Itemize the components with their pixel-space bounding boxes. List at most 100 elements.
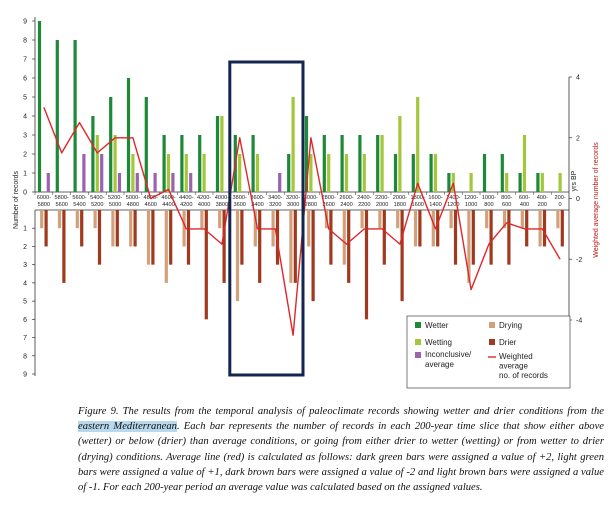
category-label-top: 5200-: [108, 195, 122, 201]
bar-wetting: [95, 135, 99, 192]
category-label-bottom: 5600: [55, 202, 67, 208]
category-label-top: 5800-: [55, 195, 69, 201]
bar-inconclusive-average: [46, 173, 50, 192]
bar-drier: [44, 210, 48, 247]
bar-drying: [182, 210, 186, 247]
legend-swatch: [489, 339, 495, 345]
left-tick-label-lower: 7: [23, 335, 27, 342]
bar-inconclusive-average: [82, 154, 86, 192]
bar-drying: [449, 210, 453, 229]
bar-drier: [418, 210, 422, 247]
bar-drying: [200, 210, 204, 229]
bar-wetting: [398, 116, 402, 192]
bar-drier: [133, 210, 137, 247]
bar-drier: [329, 210, 333, 265]
category-label-bottom: 1400: [429, 202, 441, 208]
category-label-top: 2800-: [322, 195, 336, 201]
category-label-bottom: 1800: [394, 202, 406, 208]
category-label-top: 1400-: [446, 195, 460, 201]
category-label-top: 3200-: [286, 195, 300, 201]
category-label-top: 200-: [554, 195, 565, 201]
legend-label: Wetting: [425, 338, 452, 347]
bar-wetter: [198, 135, 202, 192]
left-tick-label-upper: 2: [23, 152, 27, 159]
bar-wetting: [327, 154, 331, 192]
legend-label: Weighted: [499, 352, 533, 361]
left-tick-label-lower: 6: [23, 317, 27, 324]
bar-wetter: [411, 154, 415, 192]
left-tick-label-lower: 9: [23, 372, 27, 379]
legend-label: Inconclusive/: [425, 350, 472, 359]
bar-drier: [293, 210, 297, 283]
bar-drier: [97, 210, 102, 265]
bar-wetter: [37, 21, 42, 192]
category-label-top: 2000-: [393, 195, 407, 201]
bar-drying: [129, 210, 133, 247]
bar-wetting: [344, 154, 349, 192]
category-label-top: 4000-: [215, 195, 229, 201]
bar-drying: [307, 210, 311, 247]
bar-wetter: [55, 40, 59, 192]
left-tick-label-lower: 5: [23, 299, 27, 306]
category-label-top: 3800-: [233, 195, 247, 201]
bar-wetter: [304, 116, 309, 192]
category-label-bottom: 2200: [358, 202, 370, 208]
category-label-top: 1800-: [411, 195, 425, 201]
right-tick-label: 0: [576, 196, 580, 203]
category-label-top: 2600-: [339, 195, 353, 201]
bar-drier: [169, 210, 173, 265]
bar-wetter: [251, 135, 255, 192]
bar-inconclusive-average: [189, 173, 193, 192]
category-label-bottom: 4200: [180, 202, 192, 208]
legend-box: [406, 315, 571, 389]
bar-drying: [467, 210, 471, 283]
right-tick-label: 4: [576, 75, 580, 82]
bar-drier: [400, 210, 404, 302]
highlight-box: [228, 60, 305, 377]
category-label-top: 3600-: [250, 195, 264, 201]
bar-inconclusive-average: [135, 173, 139, 192]
paleoclimate-chart: 0 1 2 3 4 5 6 7 8 9 1 2 3 4 5 6 7 8 9 Number of records 4 2 0 -…: [13, 17, 600, 389]
bar-drying: [396, 210, 400, 229]
bar-inconclusive-average: [278, 173, 282, 192]
category-label-bottom: 3600: [233, 202, 245, 208]
left-tick-label-upper: 1: [23, 171, 27, 178]
bar-wetter: [482, 154, 487, 192]
bar-drier: [471, 210, 475, 265]
bar-wetter: [180, 135, 184, 192]
bar-drier: [115, 210, 119, 247]
category-label-bottom: 2600: [322, 202, 334, 208]
bar-drying: [164, 210, 168, 283]
bar-drying: [413, 210, 418, 247]
bar-wetting: [255, 154, 260, 192]
left-tick-label-lower: 2: [23, 244, 27, 251]
bar-drying: [40, 210, 44, 229]
bar-wetter: [376, 135, 380, 192]
category-label-top: 800-: [501, 195, 512, 201]
bar-drier: [275, 210, 280, 265]
bar-drier: [186, 210, 191, 265]
left-tick-label-upper: 6: [23, 76, 27, 83]
left-axis-label: Number of records: [13, 171, 20, 229]
bar-drier: [560, 210, 564, 247]
category-label-bottom: 2800: [305, 202, 317, 208]
bar-drying: [342, 210, 346, 265]
caption-part-2: . Each bar represents the number of reco…: [78, 421, 604, 494]
legend-label: Drying: [499, 321, 522, 330]
bar-wetting: [166, 154, 171, 192]
bar-wetting: [291, 97, 295, 192]
bar-inconclusive-average: [100, 154, 104, 192]
category-label-bottom: 5000: [109, 202, 121, 208]
category-label-bottom: 800: [484, 202, 493, 208]
bar-wetter: [358, 135, 362, 192]
bar-drier: [222, 210, 226, 283]
bar-drier: [240, 210, 244, 265]
bar-drying: [235, 210, 240, 302]
category-label-bottom: 5800: [38, 202, 50, 208]
category-label-top: 5400-: [90, 195, 104, 201]
category-label-top: 5000-: [126, 195, 140, 201]
category-label-bottom: 1600: [411, 202, 423, 208]
bar-wetting: [220, 116, 224, 192]
legend-label: Wetter: [425, 321, 449, 330]
category-label-bottom: 3800: [216, 202, 228, 208]
